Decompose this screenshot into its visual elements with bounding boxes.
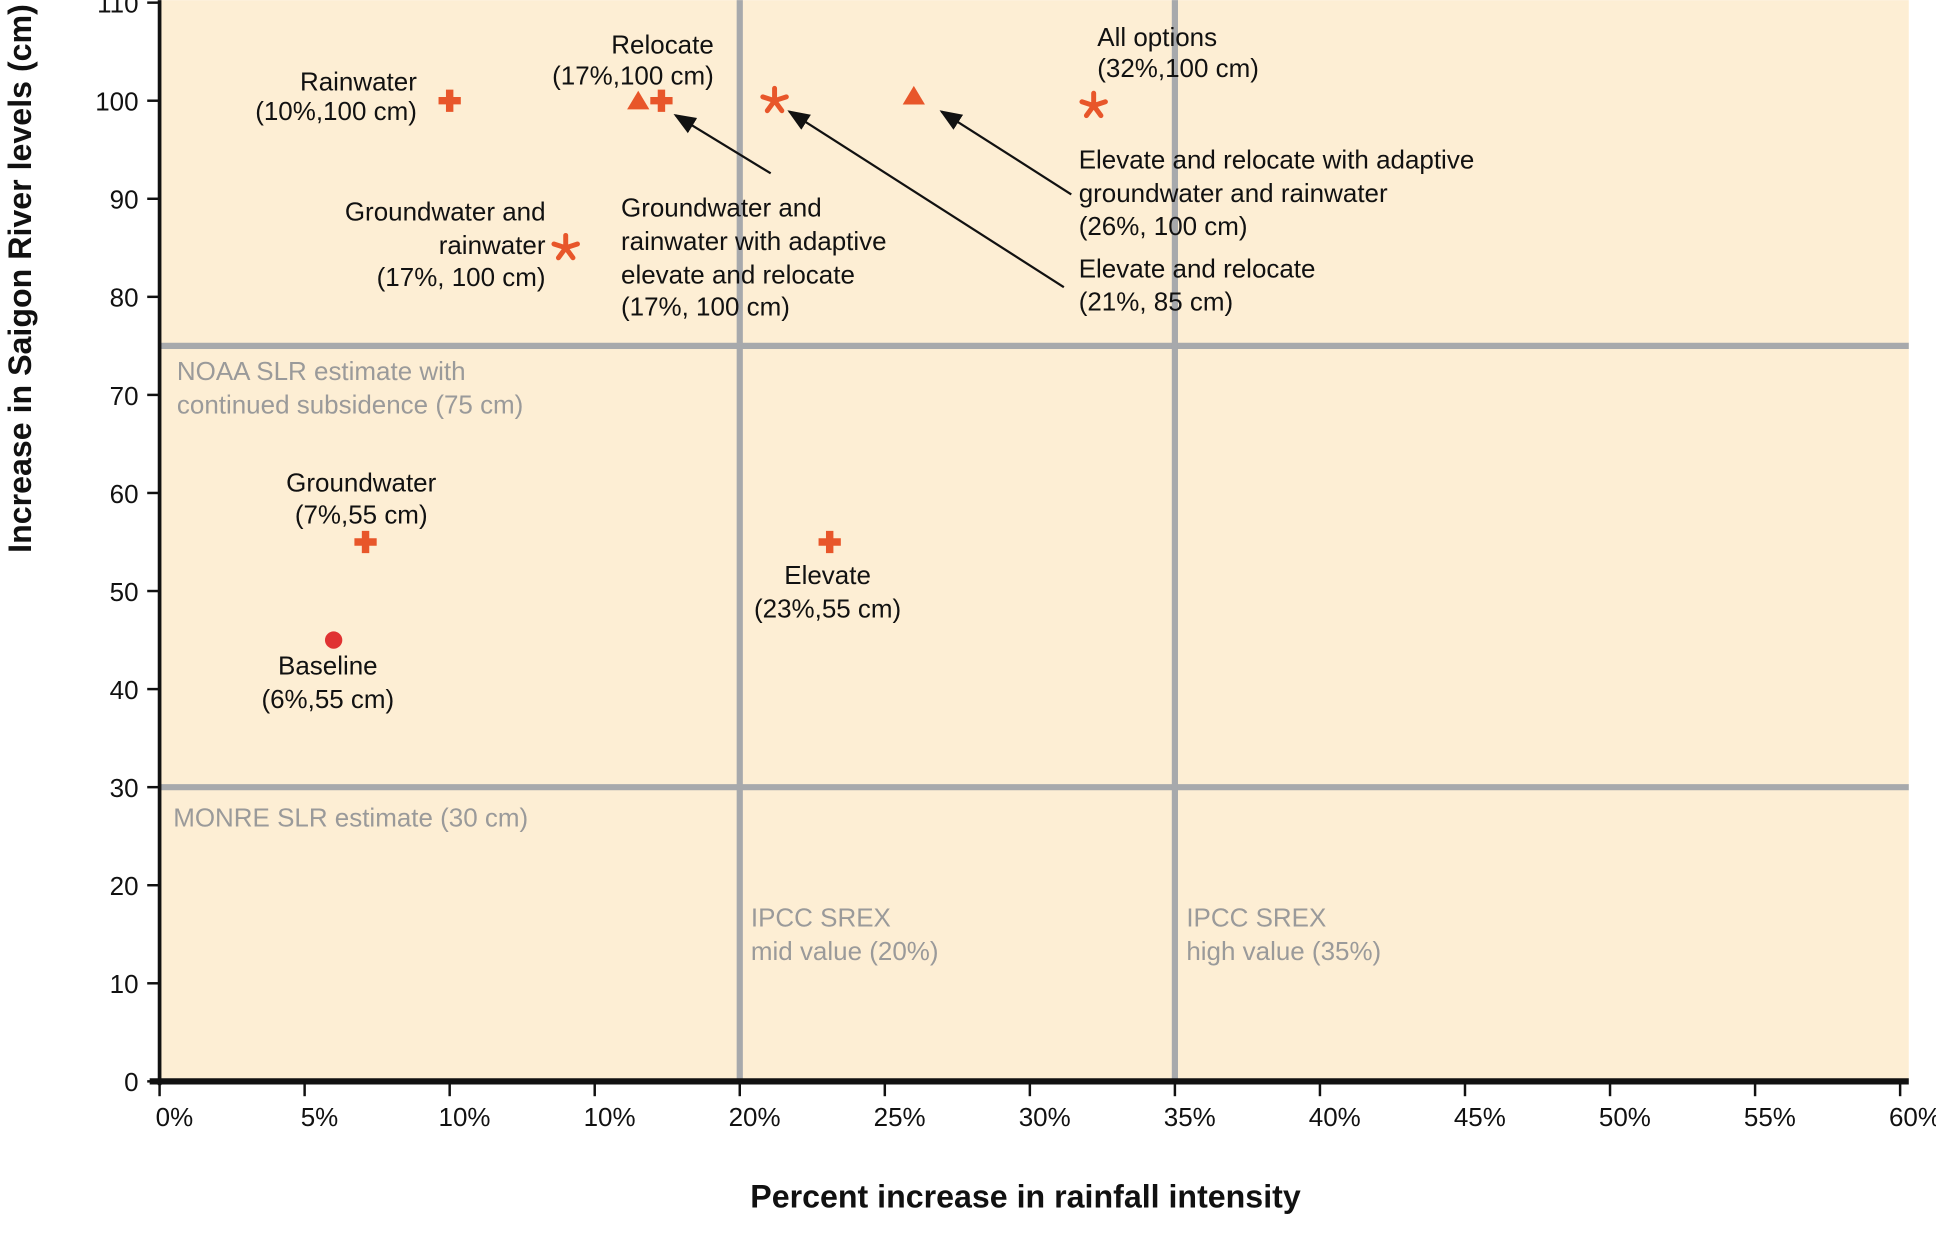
x-tick-label: 45% (1454, 1102, 1506, 1132)
plot-background (159, 0, 1909, 1082)
triangle-point (627, 90, 650, 110)
y-tick-label: 100 (95, 87, 138, 117)
y-tick-label: 30 (110, 773, 139, 803)
reference-line-label: NOAA SLR estimate with (177, 356, 466, 386)
plus-point (438, 89, 461, 112)
x-tick-label: 50% (1599, 1102, 1651, 1132)
point-label: Baseline (278, 650, 378, 680)
asterisk-point (760, 85, 789, 114)
y-tick-label: 90 (110, 185, 139, 215)
point-label: (21%, 85 cm) (1079, 287, 1233, 317)
point-label: Groundwater and (345, 196, 546, 226)
y-tick-label: 80 (110, 283, 139, 313)
x-tick-label: 55% (1744, 1102, 1796, 1132)
reference-line-label: high value (35%) (1186, 936, 1381, 966)
x-tick-label: 35% (1164, 1102, 1216, 1132)
reference-line-label: IPCC SREX (751, 903, 891, 933)
point-label: Elevate and relocate with adaptive (1079, 144, 1475, 174)
x-tick-label: 30% (1019, 1102, 1071, 1132)
x-tick-label: 60% (1889, 1102, 1936, 1132)
annotation-arrow (787, 110, 1065, 289)
point-label: (32%,100 cm) (1097, 53, 1259, 83)
reference-line-label: MONRE SLR estimate (30 cm) (173, 803, 528, 833)
y-tick-label: 20 (110, 871, 139, 901)
plus-point (354, 530, 377, 554)
annotation-arrow (939, 110, 1072, 196)
y-tick-label: 0 (124, 1067, 138, 1097)
reference-line-label: IPCC SREX (1186, 903, 1326, 933)
asterisk-point (551, 232, 580, 261)
point-label: Groundwater (286, 467, 436, 497)
baseline-point (324, 631, 343, 649)
x-tick-label: 25% (874, 1102, 926, 1132)
point-label: elevate and relocate (621, 259, 855, 289)
point-label: (7%,55 cm) (295, 499, 428, 529)
asterisk-point (1079, 90, 1108, 119)
y-tick-label: 50 (110, 577, 139, 607)
x-tick-label: 20% (729, 1102, 781, 1132)
point-label: rainwater with adaptive (621, 226, 887, 256)
x-tick-label: 5% (301, 1102, 339, 1132)
y-tick-label: 40 (110, 675, 139, 705)
y-tick-label: 60 (110, 479, 139, 509)
point-label: (10%,100 cm) (255, 96, 417, 126)
plus-point (818, 530, 841, 554)
point-label: Rainwater (300, 66, 417, 96)
y-tick-label: 70 (110, 381, 139, 411)
y-axis-title: Increase in Saigon River levels (cm) (2, 4, 38, 553)
y-tick-label: 110 (97, 0, 138, 19)
point-label: (23%,55 cm) (754, 593, 901, 623)
point-label: Elevate and relocate (1079, 253, 1316, 283)
x-axis-title: Percent increase in rainfall intensity (750, 1179, 1301, 1215)
x-tick-label: 10% (439, 1102, 491, 1132)
point-label: (17%, 100 cm) (377, 262, 546, 292)
point-label: rainwater (439, 230, 546, 260)
point-label: Elevate (784, 560, 871, 590)
point-label: Groundwater and (621, 193, 822, 223)
x-tick-label: 0% (156, 1102, 194, 1132)
x-tick-label: 40% (1309, 1102, 1361, 1132)
point-label: (17%, 100 cm) (621, 292, 790, 322)
point-label: groundwater and rainwater (1079, 178, 1388, 208)
point-label: (6%,55 cm) (261, 684, 394, 714)
reference-line-label: mid value (20%) (751, 936, 939, 966)
point-label: Relocate (611, 29, 714, 59)
triangle-point (902, 85, 925, 105)
x-tick-label: 10% (584, 1102, 636, 1132)
point-label: (26%, 100 cm) (1079, 211, 1248, 241)
y-tick-label: 10 (110, 969, 139, 999)
reference-line-label: continued subsidence (75 cm) (177, 389, 523, 419)
point-label: (17%,100 cm) (552, 60, 714, 90)
annotation-arrow (673, 114, 772, 175)
point-label: All options (1097, 22, 1217, 52)
plus-point (650, 89, 673, 112)
